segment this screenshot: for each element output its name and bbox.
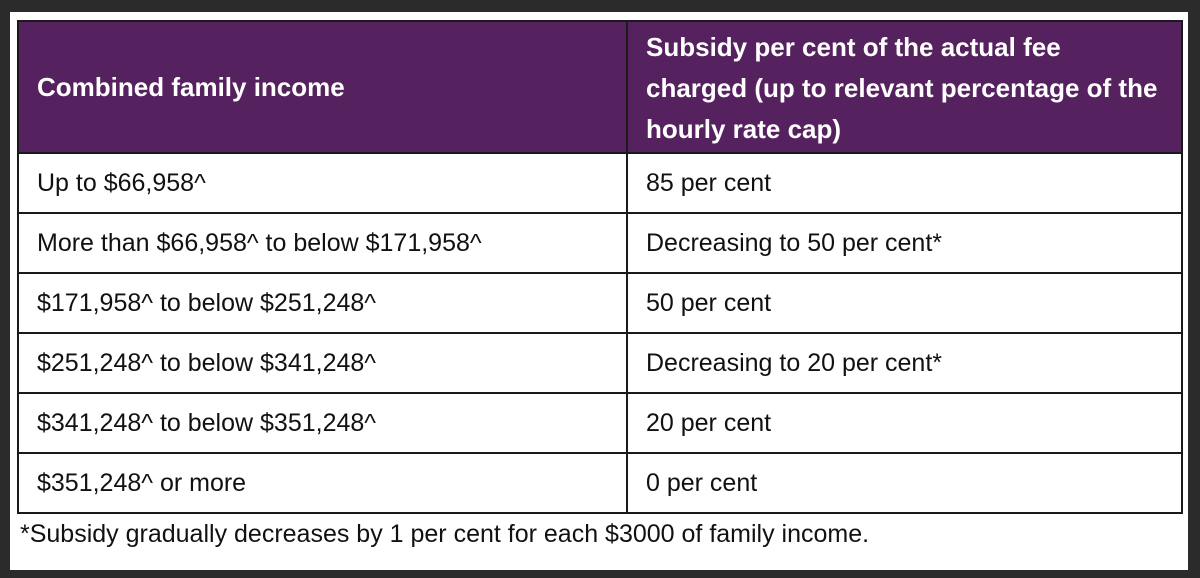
footnote: *Subsidy gradually decreases by 1 per ce… [20, 520, 870, 548]
income-cell: $351,248^ or more [17, 452, 628, 514]
table-row: $171,958^ to below $251,248^ 50 per cent [17, 272, 1183, 334]
table-row: More than $66,958^ to below $171,958^ De… [17, 212, 1183, 274]
income-cell: Up to $66,958^ [17, 152, 628, 214]
table-row: $251,248^ to below $341,248^ Decreasing … [17, 332, 1183, 394]
table-row: $351,248^ or more 0 per cent [17, 452, 1183, 514]
income-cell: $341,248^ to below $351,248^ [17, 392, 628, 454]
subsidy-cell: 50 per cent [626, 272, 1183, 334]
subsidy-cell: Decreasing to 20 per cent* [626, 332, 1183, 394]
income-cell: $251,248^ to below $341,248^ [17, 332, 628, 394]
income-cell: More than $66,958^ to below $171,958^ [17, 212, 628, 274]
subsidy-cell: 85 per cent [626, 152, 1183, 214]
income-cell: $171,958^ to below $251,248^ [17, 272, 628, 334]
table-row: $341,248^ to below $351,248^ 20 per cent [17, 392, 1183, 454]
table-header-row: Combined family income Subsidy per cent … [17, 20, 1183, 154]
subsidy-cell: 20 per cent [626, 392, 1183, 454]
subsidy-cell: 0 per cent [626, 452, 1183, 514]
subsidy-table: Combined family income Subsidy per cent … [17, 20, 1183, 514]
table-row: Up to $66,958^ 85 per cent [17, 152, 1183, 214]
header-subsidy-percent: Subsidy per cent of the actual fee charg… [626, 20, 1183, 154]
header-combined-family-income: Combined family income [17, 20, 628, 154]
subsidy-table-panel: Combined family income Subsidy per cent … [10, 12, 1188, 570]
subsidy-cell: Decreasing to 50 per cent* [626, 212, 1183, 274]
